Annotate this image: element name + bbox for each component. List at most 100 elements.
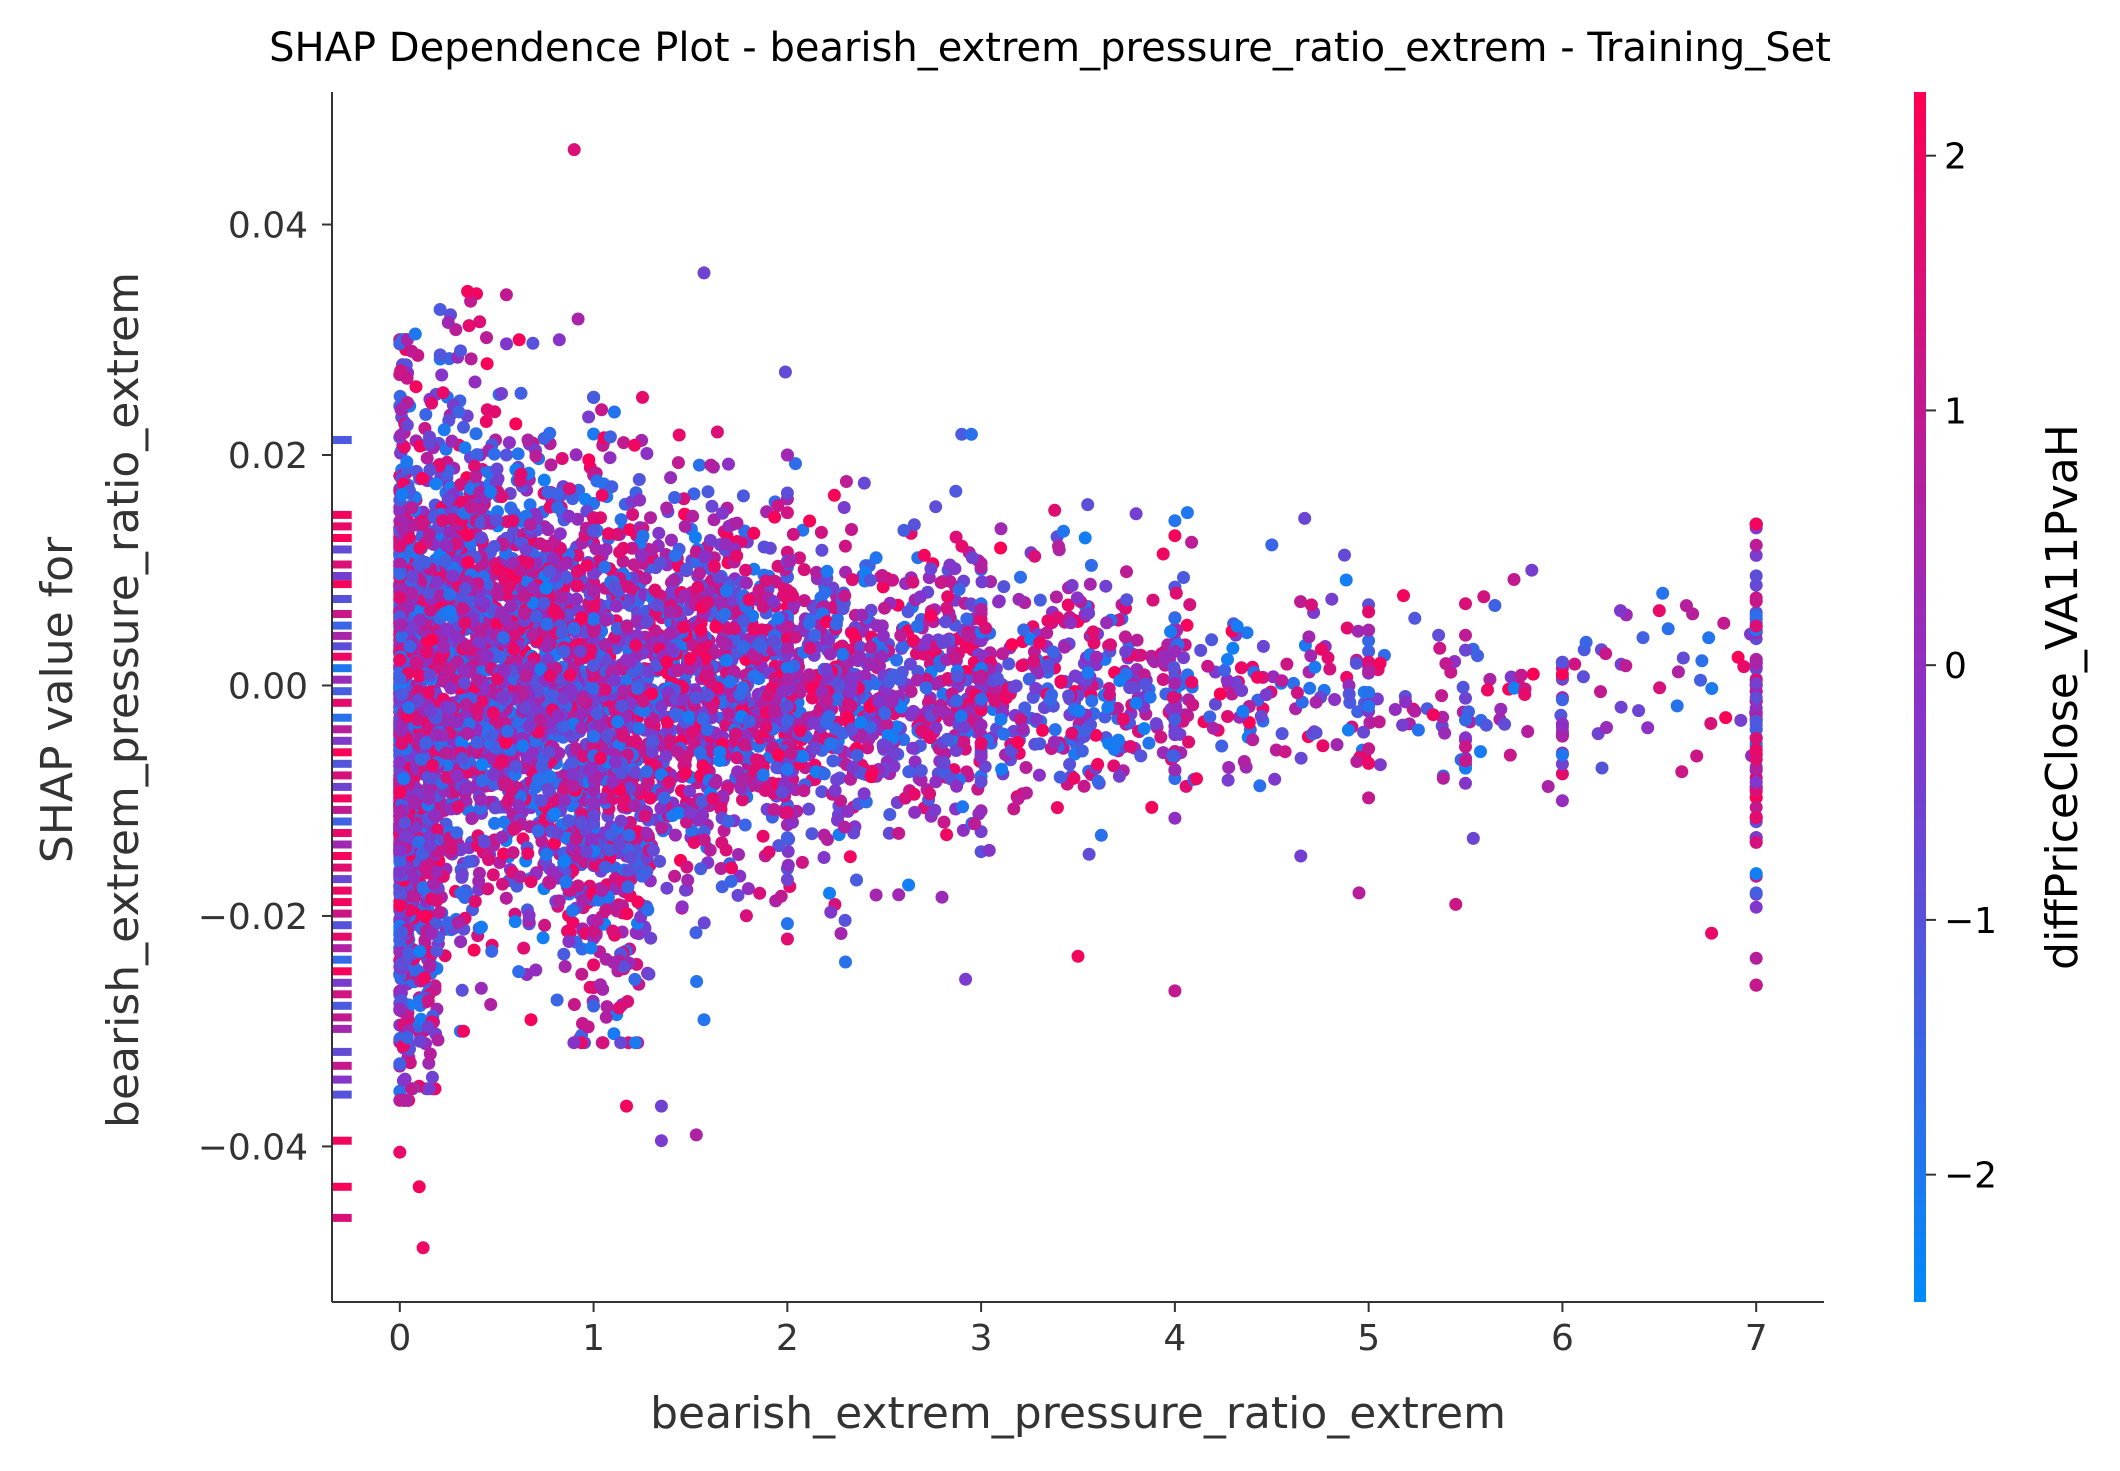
data-point bbox=[1676, 651, 1690, 665]
data-point bbox=[497, 815, 511, 829]
data-point bbox=[465, 812, 479, 825]
data-point bbox=[908, 805, 922, 819]
data-point bbox=[644, 511, 657, 525]
data-point bbox=[1749, 548, 1763, 562]
data-point bbox=[1555, 748, 1569, 762]
data-point bbox=[1294, 751, 1308, 765]
data-point bbox=[678, 519, 692, 533]
data-point bbox=[595, 403, 609, 417]
data-point bbox=[902, 765, 916, 779]
data-point bbox=[1091, 757, 1105, 771]
data-point bbox=[1294, 595, 1308, 609]
data-point bbox=[956, 823, 970, 837]
data-point bbox=[1408, 704, 1422, 718]
data-point bbox=[566, 904, 579, 918]
data-point bbox=[994, 541, 1008, 555]
data-point bbox=[1180, 618, 1194, 632]
data-point bbox=[1146, 593, 1160, 607]
data-point bbox=[781, 845, 795, 858]
data-point bbox=[1036, 723, 1050, 737]
data-point bbox=[1084, 558, 1098, 572]
data-point bbox=[587, 999, 601, 1013]
data-point bbox=[929, 677, 943, 691]
data-point bbox=[512, 965, 526, 979]
data-point bbox=[1077, 779, 1091, 793]
data-point bbox=[424, 603, 438, 617]
data-point bbox=[1363, 716, 1377, 730]
data-point bbox=[861, 741, 875, 755]
data-point bbox=[994, 522, 1008, 536]
data-point bbox=[1690, 749, 1704, 763]
data-point bbox=[769, 575, 783, 589]
data-point bbox=[1206, 721, 1220, 735]
data-point bbox=[499, 448, 513, 462]
data-point bbox=[441, 523, 455, 537]
data-point bbox=[882, 826, 896, 840]
data-point bbox=[815, 785, 829, 799]
data-point bbox=[1338, 548, 1351, 562]
data-point bbox=[697, 916, 711, 930]
data-point bbox=[1064, 616, 1078, 630]
data-point bbox=[1019, 761, 1033, 774]
data-point bbox=[403, 1056, 417, 1070]
data-point bbox=[876, 580, 890, 594]
data-point bbox=[597, 792, 611, 805]
data-point bbox=[425, 1070, 439, 1084]
data-point bbox=[702, 586, 716, 600]
data-point bbox=[1169, 586, 1183, 600]
data-point bbox=[1459, 691, 1472, 705]
data-point bbox=[1749, 951, 1763, 965]
data-point bbox=[419, 408, 433, 421]
data-point bbox=[1120, 565, 1133, 579]
data-point bbox=[1323, 662, 1337, 676]
data-point bbox=[1240, 626, 1254, 640]
data-point bbox=[560, 556, 574, 570]
data-point bbox=[1048, 503, 1062, 517]
data-point bbox=[780, 448, 794, 462]
data-point bbox=[1686, 607, 1700, 621]
data-point bbox=[1236, 704, 1250, 718]
data-point bbox=[480, 403, 494, 417]
data-point bbox=[587, 427, 601, 441]
data-point bbox=[1182, 735, 1196, 749]
data-point bbox=[1253, 779, 1267, 793]
data-point bbox=[1641, 721, 1655, 735]
data-point bbox=[960, 612, 974, 626]
data-point bbox=[1474, 745, 1487, 759]
data-point bbox=[468, 375, 482, 389]
data-point bbox=[668, 828, 682, 842]
data-point bbox=[672, 428, 686, 442]
data-point bbox=[629, 926, 643, 940]
data-point bbox=[937, 815, 951, 829]
data-point bbox=[901, 605, 915, 619]
data-point bbox=[485, 751, 498, 764]
data-point bbox=[701, 485, 715, 499]
data-point bbox=[1065, 579, 1079, 592]
data-point bbox=[1351, 705, 1365, 719]
data-point bbox=[1242, 716, 1256, 729]
data-point bbox=[393, 504, 407, 518]
data-point bbox=[1221, 710, 1235, 723]
data-point bbox=[1203, 710, 1217, 724]
data-point bbox=[668, 869, 682, 883]
data-point bbox=[665, 585, 679, 599]
data-point bbox=[1085, 694, 1099, 708]
data-point bbox=[723, 675, 737, 689]
data-point bbox=[687, 836, 701, 849]
data-point bbox=[1362, 742, 1376, 756]
data-point bbox=[524, 1013, 538, 1027]
data-point bbox=[1357, 725, 1371, 739]
data-point bbox=[582, 453, 596, 467]
data-point bbox=[686, 509, 700, 523]
data-point bbox=[1154, 730, 1168, 744]
data-point bbox=[771, 499, 785, 513]
data-point bbox=[1325, 592, 1339, 606]
data-point bbox=[1749, 900, 1763, 914]
data-point bbox=[802, 802, 816, 816]
data-point bbox=[1749, 762, 1763, 776]
data-point bbox=[1007, 802, 1021, 816]
data-point bbox=[703, 744, 717, 758]
data-point bbox=[974, 561, 988, 575]
data-point bbox=[892, 888, 906, 902]
data-point bbox=[739, 909, 753, 923]
